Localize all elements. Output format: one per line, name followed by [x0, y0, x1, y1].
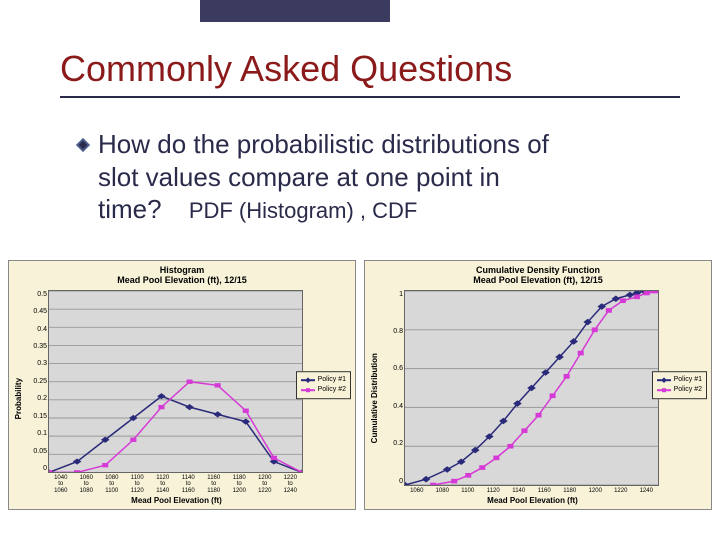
slide-title: Commonly Asked Questions: [60, 48, 680, 90]
diamond-bullet-icon: [74, 136, 92, 154]
charts-row: Histogram Mead Pool Elevation (ft), 12/1…: [8, 260, 712, 510]
top-accent-bar: [200, 0, 390, 22]
bullet-line-1: How do the probabilistic distributions o…: [98, 129, 549, 159]
cdf-xticks: 1060108011001120114011601180120012201240: [402, 486, 663, 494]
cdf-title-l1: Cumulative Density Function: [476, 265, 600, 275]
histogram-plot: 00.050.10.150.20.250.30.350.40.450.5: [48, 290, 303, 473]
cdf-xlabel: Mead Pool Elevation (ft): [402, 494, 663, 509]
histogram-title-l1: Histogram: [160, 265, 205, 275]
cdf-title: Cumulative Density Function Mead Pool El…: [365, 261, 711, 288]
histogram-title-l2: Mead Pool Elevation (ft), 12/15: [117, 275, 247, 285]
histogram-xticks: 1040to10601060to10801080to11001100to1120…: [46, 473, 307, 494]
bullet-row: How do the probabilistic distributions o…: [74, 128, 680, 226]
bullet-sub: PDF (Histogram) , CDF: [189, 198, 418, 223]
histogram-ylabel: Probability: [13, 288, 24, 509]
cdf-plot: 00.20.40.60.81: [404, 290, 659, 486]
histogram-chart: Histogram Mead Pool Elevation (ft), 12/1…: [8, 260, 356, 510]
bullet-line-3: time?: [98, 194, 162, 224]
cdf-yticks: 00.20.40.60.81: [383, 291, 403, 485]
title-bar: Commonly Asked Questions: [60, 48, 680, 98]
cdf-title-l2: Mead Pool Elevation (ft), 12/15: [473, 275, 603, 285]
cdf-chart: Cumulative Density Function Mead Pool El…: [364, 260, 712, 510]
cdf-ylabel: Cumulative Distribution: [369, 288, 380, 509]
cdf-legend: Policy #1Policy #2: [652, 371, 707, 399]
bullet-line-2: slot values compare at one point in: [98, 162, 500, 192]
histogram-xlabel: Mead Pool Elevation (ft): [46, 494, 307, 509]
histogram-legend: Policy #1Policy #2: [296, 371, 351, 399]
histogram-title: Histogram Mead Pool Elevation (ft), 12/1…: [9, 261, 355, 288]
histogram-yticks: 00.050.10.150.20.250.30.350.40.450.5: [27, 291, 47, 472]
bullet-text: How do the probabilistic distributions o…: [98, 128, 549, 226]
